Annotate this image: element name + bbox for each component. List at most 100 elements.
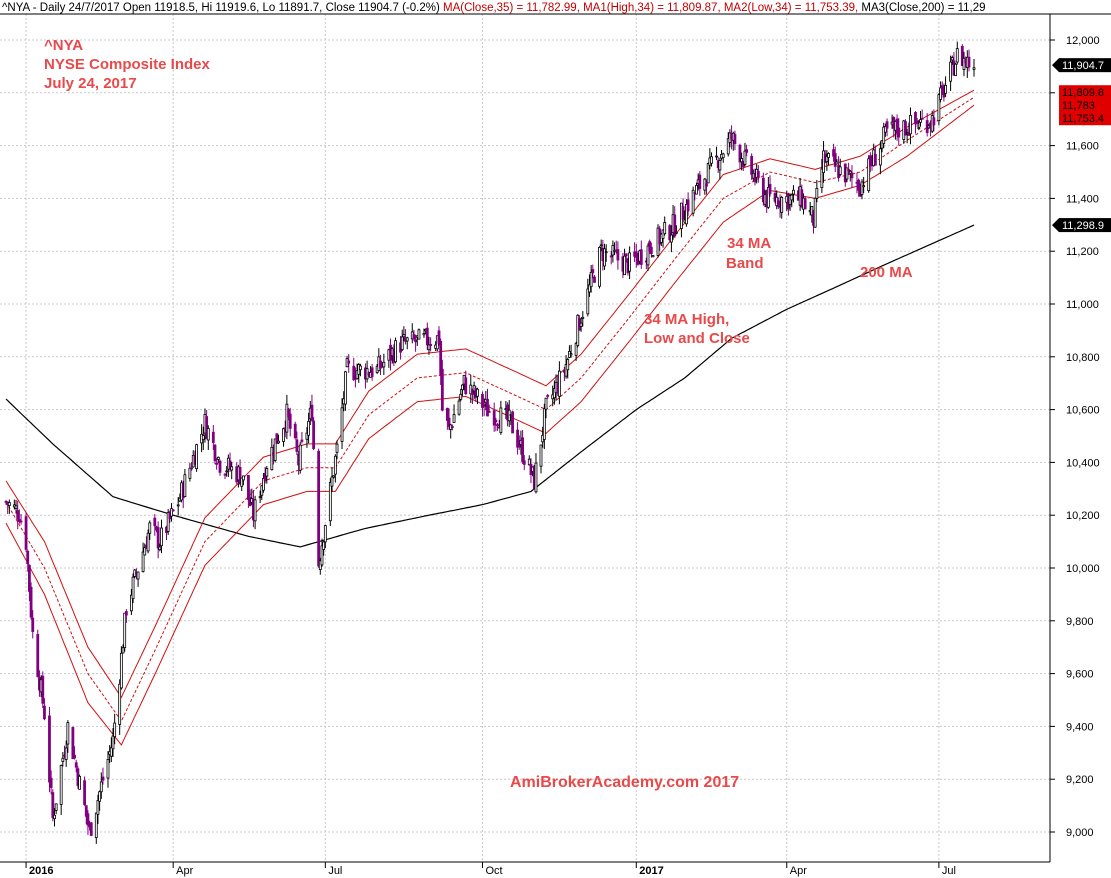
candle-body: [89, 822, 93, 836]
y-tick-label: 10,600: [1066, 405, 1100, 417]
candle-body: [382, 361, 386, 368]
candle-body: [320, 545, 324, 566]
candle-body: [967, 56, 971, 68]
candle-body: [285, 403, 289, 433]
candle-body: [494, 419, 498, 423]
candle-body: [579, 322, 583, 327]
y-tick-label: 12,000: [1066, 35, 1100, 47]
candle-body: [61, 757, 65, 762]
candle-body: [574, 342, 578, 356]
candle-body: [868, 155, 872, 167]
candle-body: [16, 510, 20, 520]
candle-body: [242, 475, 245, 481]
candle-body: [14, 505, 18, 509]
candle-body: [698, 174, 702, 189]
candle-body: [950, 57, 954, 61]
candle-body: [228, 460, 232, 470]
candle-body: [24, 516, 28, 550]
candle-body: [813, 197, 817, 228]
candle-body: [857, 179, 861, 191]
candle-body: [603, 248, 606, 267]
candle-body: [820, 168, 824, 188]
candle-body: [718, 160, 722, 171]
candle-body: [838, 166, 842, 175]
candle-body: [282, 428, 285, 442]
watermark: AmiBrokerAcademy.com 2017: [510, 774, 740, 791]
candle-body: [850, 172, 854, 179]
candle-body: [476, 388, 479, 397]
candle-body: [427, 344, 431, 351]
candle-body: [253, 499, 257, 522]
candle-body: [738, 144, 742, 163]
candle-body: [166, 512, 170, 532]
candle-body: [753, 174, 757, 183]
candle-body: [48, 715, 51, 783]
candle-body: [833, 153, 837, 167]
y-tick-label: 11,200: [1066, 246, 1099, 258]
x-tick-label: Oct: [485, 865, 502, 877]
candle-body: [124, 611, 128, 616]
candle-body: [705, 183, 708, 187]
candle-body: [111, 735, 115, 750]
candle-body: [101, 776, 105, 781]
candle-body: [287, 408, 290, 418]
candle-body: [43, 705, 46, 720]
candle-body: [544, 397, 548, 410]
candle-body: [26, 550, 30, 564]
candle-body: [790, 194, 794, 201]
candle-body: [262, 478, 265, 491]
candle-body: [447, 417, 451, 427]
candle-body: [141, 551, 145, 572]
candle-body: [333, 455, 337, 475]
candle-body: [780, 196, 784, 213]
candle-body: [681, 206, 685, 220]
candle-body: [129, 594, 133, 612]
y-tick-label: 9,200: [1066, 774, 1094, 786]
candle-body: [99, 781, 103, 793]
candle-body: [471, 389, 474, 395]
candle-body: [195, 444, 198, 470]
candle-body: [240, 477, 244, 487]
candle-body: [937, 94, 941, 122]
candle-body: [119, 652, 123, 689]
price-label-text: 11,783: [1062, 100, 1095, 112]
candle-body: [158, 546, 162, 551]
candle-body: [598, 247, 601, 287]
candle-body: [962, 57, 966, 70]
candle-body: [28, 564, 31, 592]
candle-body: [323, 525, 327, 543]
candle-body: [499, 407, 503, 433]
candle-body: [312, 420, 316, 450]
candle-body: [564, 364, 568, 377]
candle-body: [263, 472, 267, 482]
candle-body: [461, 384, 464, 391]
candle-body: [628, 252, 631, 272]
price-label-box: [1059, 85, 1111, 100]
candle-body: [66, 722, 70, 745]
ma-close-35-line: [5, 96, 975, 723]
candle-body: [591, 269, 595, 274]
candle-body: [94, 812, 98, 838]
price-label-text: 11,809.8: [1062, 87, 1104, 99]
candle-body: [53, 814, 56, 820]
header-ma2: MA2(Low,34) = 11,753.39,: [723, 2, 862, 14]
candle-body: [685, 203, 688, 225]
candle-body: [429, 344, 433, 347]
candle-body: [425, 327, 429, 346]
candle-body: [726, 138, 730, 155]
x-tick-label: 2016: [29, 865, 53, 877]
candle-body: [223, 473, 227, 476]
band-label-1: 34 MA: [727, 235, 772, 252]
candle-body: [939, 87, 942, 100]
candle-body: [332, 475, 336, 478]
candle-body: [347, 360, 351, 364]
index-name-label: NYSE Composite Index: [44, 56, 210, 73]
candle-body: [54, 803, 58, 811]
candle-body: [960, 45, 964, 66]
candle-body: [213, 444, 217, 462]
candle-body: [832, 149, 835, 157]
candle-body: [136, 571, 140, 580]
candle-body: [352, 365, 356, 380]
candle-body: [31, 617, 35, 632]
candle-body: [651, 255, 655, 258]
